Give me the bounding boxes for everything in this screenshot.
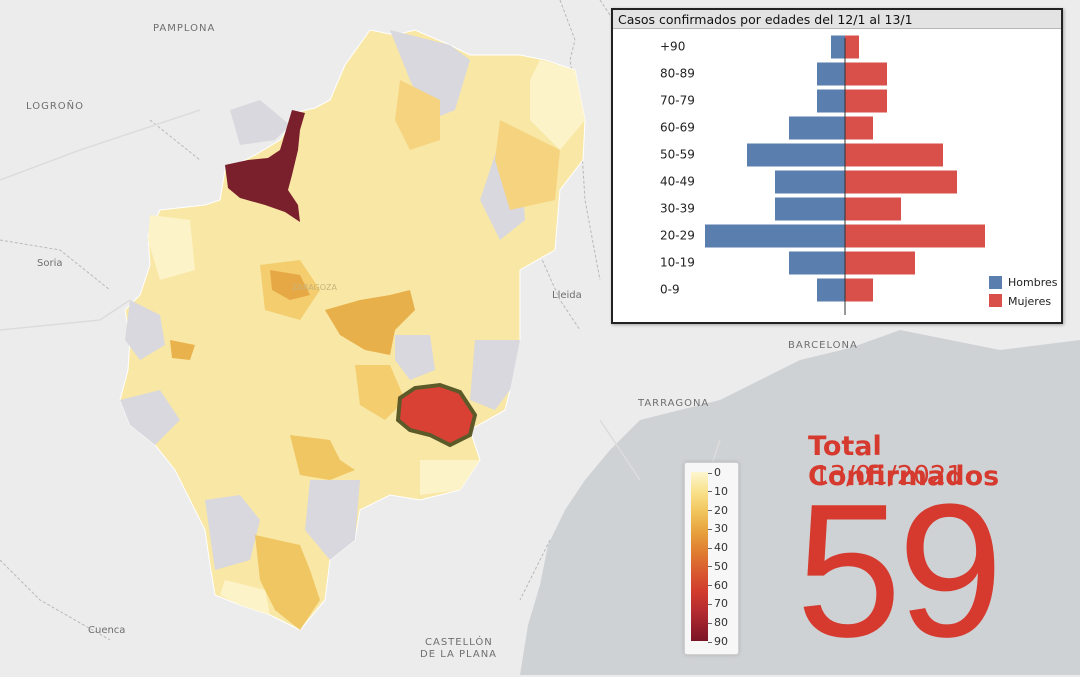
bar-mujeres-80-89 xyxy=(845,62,887,86)
scale-tick: 0 xyxy=(708,467,721,478)
no-data-area xyxy=(390,30,470,120)
scale-tick: 20 xyxy=(708,505,728,516)
age-pyramid-chart: Casos confirmados por edades del 12/1 al… xyxy=(611,8,1063,324)
sea xyxy=(520,330,1080,675)
bar-hombres-30-39 xyxy=(775,197,845,221)
city-label-logrono: LOGROÑO xyxy=(26,101,85,112)
legend-label-mujeres: Mujeres xyxy=(1008,295,1051,308)
bar-hombres-70-79 xyxy=(817,89,845,113)
scale-tick: 60 xyxy=(708,580,728,591)
bar-mujeres-70-79 xyxy=(845,89,887,113)
district-high[interactable] xyxy=(395,382,478,448)
scale-tick: 40 xyxy=(708,542,728,553)
no-data-area xyxy=(125,300,165,360)
no-data-area xyxy=(120,390,180,445)
roads xyxy=(0,109,721,501)
bar-hombres-0-9 xyxy=(817,278,845,302)
bar-hombres-+90 xyxy=(831,35,845,59)
no-data-area xyxy=(395,335,435,380)
city-label-castellon: CASTELLÓN xyxy=(425,637,493,648)
bar-mujeres-50-59 xyxy=(845,143,943,167)
scale-tick: 90 xyxy=(708,636,728,647)
color-scale-legend: 0 10 20 30 40 50 60 70 80 90 xyxy=(684,462,739,655)
age-label: 0-9 xyxy=(660,283,680,297)
bar-mujeres-30-39 xyxy=(845,197,901,221)
district-midhigh[interactable] xyxy=(270,270,310,300)
scale-tick: 30 xyxy=(708,523,728,534)
district-low[interactable] xyxy=(220,580,270,615)
bar-mujeres-20-29 xyxy=(845,224,985,248)
age-label: +90 xyxy=(660,40,685,54)
scale-tick: 50 xyxy=(708,561,728,572)
district-mid[interactable] xyxy=(170,340,195,360)
age-label: 30-39 xyxy=(660,202,695,216)
color-scale-bar xyxy=(691,472,708,641)
region-borders xyxy=(0,0,641,641)
bar-mujeres-0-9 xyxy=(845,278,873,302)
city-label-castellon-2: DE LA PLANA xyxy=(420,649,498,660)
legend-swatch-mujeres xyxy=(989,294,1002,307)
district-mid[interactable] xyxy=(355,365,405,420)
city-label-soria: Soria xyxy=(37,258,63,269)
bar-mujeres-10-19 xyxy=(845,251,915,275)
bar-hombres-60-69 xyxy=(789,116,845,140)
bar-mujeres-+90 xyxy=(845,35,859,59)
district-low[interactable] xyxy=(420,460,480,495)
city-label-tarragona: TARRAGONA xyxy=(638,398,710,409)
district-mid[interactable] xyxy=(255,535,320,630)
age-label: 10-19 xyxy=(660,256,695,270)
bar-mujeres-40-49 xyxy=(845,170,957,194)
pyramid-svg: +90 80-89 70-79 60-69 50-59 40-49 30-39 20-29 10… xyxy=(660,35,1058,315)
scale-tick: 80 xyxy=(708,617,728,628)
chart-title: Casos confirmados por edades del 12/1 al… xyxy=(613,10,1061,29)
no-data-area xyxy=(470,340,520,410)
no-data-area xyxy=(205,495,260,570)
no-data-area xyxy=(305,480,360,560)
district-mid[interactable] xyxy=(395,80,440,150)
district-mid[interactable] xyxy=(290,435,355,480)
scale-tick: 70 xyxy=(708,598,728,609)
map-faint-label: ZARAGOZA xyxy=(292,283,337,292)
age-label: 60-69 xyxy=(660,121,695,135)
city-label-cuenca: Cuenca xyxy=(88,625,126,636)
district-highest[interactable] xyxy=(225,110,305,222)
age-label: 20-29 xyxy=(660,229,695,243)
scale-tick: 10 xyxy=(708,486,728,497)
district-low[interactable] xyxy=(530,60,585,150)
legend-swatch-hombres xyxy=(989,276,1002,289)
bar-hombres-50-59 xyxy=(747,143,845,167)
district-midhigh[interactable] xyxy=(325,290,415,355)
city-label-pamplona: PAMPLONA xyxy=(153,23,216,34)
district-low[interactable] xyxy=(148,215,195,280)
city-label-barcelona: BARCELONA xyxy=(788,340,858,351)
bar-mujeres-60-69 xyxy=(845,116,873,140)
age-label: 70-79 xyxy=(660,94,695,108)
total-value: 59 xyxy=(796,465,1003,677)
age-label: 50-59 xyxy=(660,148,695,162)
age-label: 80-89 xyxy=(660,67,695,81)
legend-label-hombres: Hombres xyxy=(1008,276,1058,289)
no-data-area xyxy=(230,100,290,145)
bar-hombres-40-49 xyxy=(775,170,845,194)
bar-hombres-10-19 xyxy=(789,251,845,275)
bar-hombres-20-29 xyxy=(705,224,845,248)
total-date: 13/01/2021 xyxy=(813,461,963,491)
bar-hombres-80-89 xyxy=(817,62,845,86)
district-mid[interactable] xyxy=(495,120,560,210)
age-label: 40-49 xyxy=(660,175,695,189)
total-label: Total Confirmados xyxy=(808,431,1000,492)
city-label-lleida: Lleida xyxy=(552,290,582,301)
